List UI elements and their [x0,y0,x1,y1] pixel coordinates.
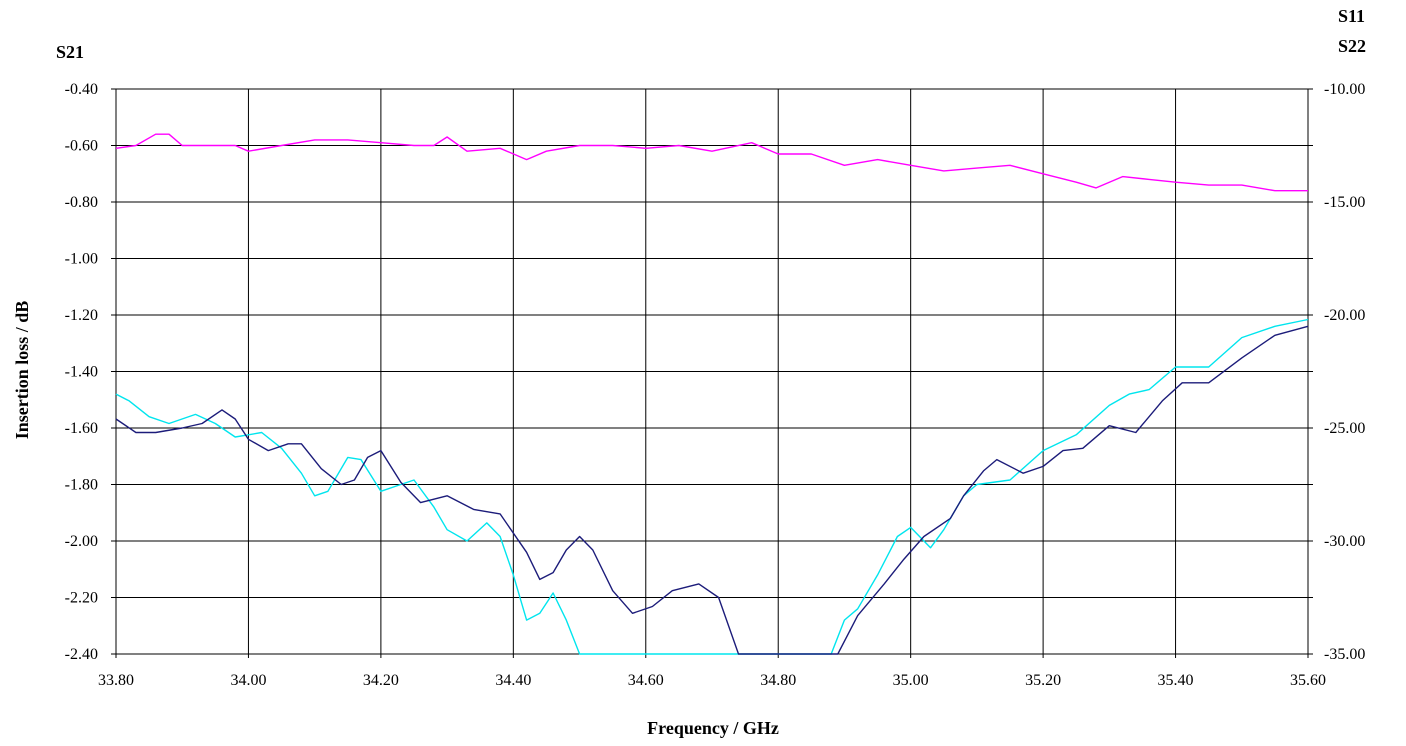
x-tick-label: 35.20 [1025,672,1061,689]
tick-layer: 33.80 34.00 34.20 34.40 34.60 34.80 35.00 35.20… [65,81,1366,689]
y-left-tick-label: -2.20 [65,590,98,607]
series-line-s11 [115,318,1309,655]
series-line-s21 [115,133,1308,192]
y-left-tick-label: -1.40 [65,364,98,381]
y-left-tick-label: -2.40 [65,646,98,663]
x-tick-label: 34.20 [363,672,399,689]
y-right-tick-label: -30.00 [1324,533,1365,550]
x-tick-label: 34.80 [760,672,796,689]
y-left-tick-label: -1.80 [65,477,98,494]
y-right-tick-label: -15.00 [1324,194,1365,211]
right-axis-label-s11: S11 [1338,6,1365,26]
x-tick-label: 34.40 [495,672,531,689]
series-line-s22 [115,325,1309,655]
y-axis-title: Insertion loss / dB [12,301,32,440]
x-tick-label: 35.40 [1158,672,1194,689]
right-axis-label-s22: S22 [1338,36,1366,56]
y-left-tick-label: -2.00 [65,533,98,550]
y-left-tick-label: -0.60 [65,138,98,155]
x-tick-label: 35.00 [893,672,929,689]
y-left-tick-label: -1.60 [65,420,98,437]
y-left-tick-label: -1.20 [65,307,98,324]
y-right-tick-label: -20.00 [1324,307,1365,324]
series-layer [115,133,1309,655]
y-left-tick-label: -1.00 [65,251,98,268]
x-tick-label: 34.60 [628,672,664,689]
y-left-tick-label: -0.40 [65,81,98,98]
y-right-tick-label: -25.00 [1324,420,1365,437]
left-axis-label-s21: S21 [56,42,84,62]
y-right-tick-label: -10.00 [1324,81,1365,98]
x-axis-title: Frequency / GHz [647,718,779,738]
x-tick-label: 33.80 [98,672,134,689]
x-tick-label: 35.60 [1290,672,1326,689]
x-tick-label: 34.00 [230,672,266,689]
y-left-tick-label: -0.80 [65,194,98,211]
grid-layer [111,88,1313,658]
y-right-tick-label: -35.00 [1324,646,1365,663]
